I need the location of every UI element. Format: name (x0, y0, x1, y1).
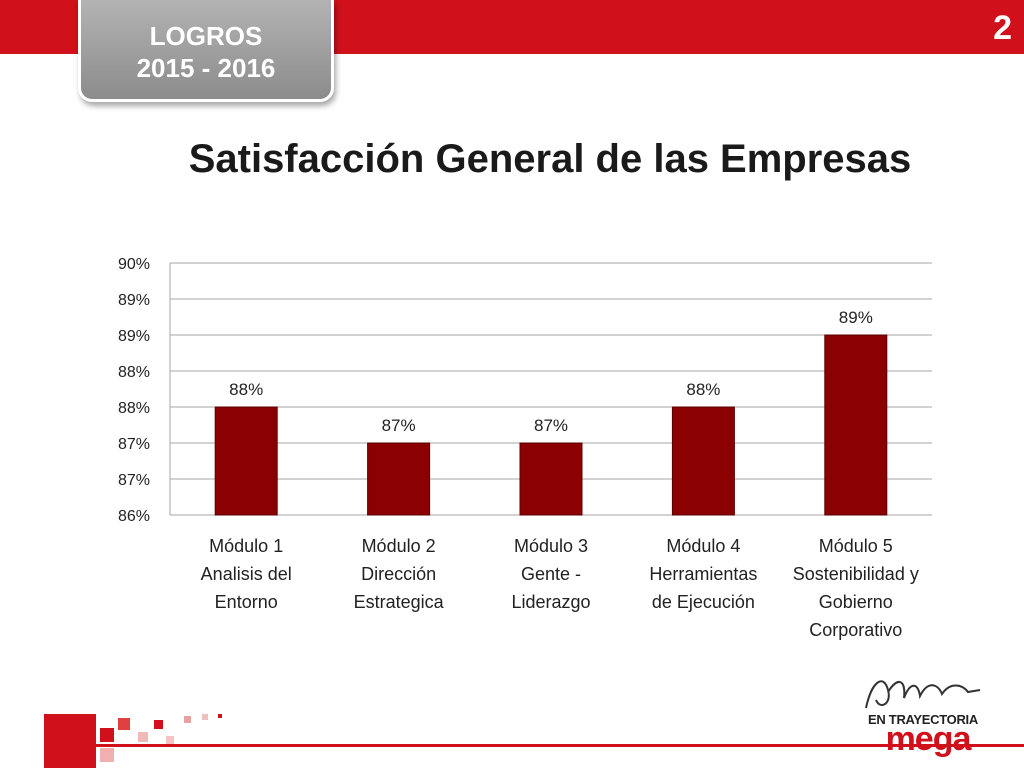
category-label: Módulo 4 Herramientas de Ejecución (649, 536, 757, 612)
bar (367, 442, 431, 516)
y-tick-label: 89% (118, 292, 150, 309)
bar (214, 406, 278, 516)
data-label: 87% (534, 416, 568, 435)
category-label-line: Entorno (215, 592, 278, 612)
category-label: Módulo 3 Gente - Liderazgo (511, 536, 590, 612)
deco-square (202, 714, 208, 720)
footer-rule (60, 744, 1024, 747)
category-label-line: Módulo 2 (362, 536, 436, 556)
category-label-line: Corporativo (809, 620, 902, 640)
bar (519, 442, 583, 516)
data-label: 87% (382, 416, 416, 435)
category-label: Módulo 5 Sostenibilidad y Gobierno Corporat… (793, 536, 919, 640)
chart-title: Satisfacción General de las Empresas (188, 137, 912, 181)
y-tick-label: 87% (118, 436, 150, 453)
deco-square (44, 714, 96, 768)
deco-square (118, 718, 130, 730)
data-label: 88% (229, 380, 263, 399)
slide-number: 2 (993, 9, 1012, 47)
logo-brand: mega (885, 720, 972, 758)
y-tick-label: 88% (118, 400, 150, 417)
category-label-line: Módulo 5 (819, 536, 893, 556)
category-label-line: Sostenibilidad y (793, 564, 919, 584)
category-label: Módulo 2 Dirección Estrategica (354, 536, 445, 612)
y-tick-label: 89% (118, 328, 150, 345)
y-tick-label: 88% (118, 364, 150, 381)
category-label-line: Gente - (521, 564, 581, 584)
category-label-line: Módulo 1 (209, 536, 283, 556)
category-label-line: Dirección (361, 564, 436, 584)
category-label-line: Módulo 4 (666, 536, 740, 556)
category-label: Módulo 1 Analisis del Entorno (201, 536, 292, 612)
category-label-line: Estrategica (354, 592, 445, 612)
y-tick-label: 87% (118, 472, 150, 489)
logo-subtitle: EN TRAYECTORIA (868, 712, 978, 727)
category-label-line: Gobierno (819, 592, 893, 612)
deco-square (166, 736, 174, 744)
mega-logo: EN TRAYECTORIA mega (858, 670, 988, 760)
y-tick-label: 86% (118, 508, 150, 525)
deco-square (218, 714, 222, 718)
data-label: 88% (686, 380, 720, 399)
logros-tab: LOGROS 2015 - 2016 (78, 0, 334, 102)
logros-tab-years: 2015 - 2016 (136, 53, 276, 83)
deco-square (138, 732, 148, 742)
bar (824, 334, 888, 516)
deco-square (100, 728, 114, 742)
category-label-line: Analisis del (201, 564, 292, 584)
category-label-line: Herramientas (649, 564, 757, 584)
decorative-squares (44, 714, 222, 768)
logo-script (865, 680, 981, 709)
category-label-line: Módulo 3 (514, 536, 588, 556)
y-tick-label: 90% (118, 256, 150, 273)
bar (671, 406, 735, 516)
category-label-line: de Ejecución (652, 592, 755, 612)
deco-square (100, 748, 114, 762)
deco-square (154, 720, 163, 729)
deco-square (184, 716, 191, 723)
category-label-line: Liderazgo (511, 592, 590, 612)
data-label: 89% (839, 308, 873, 327)
logros-tab-title: LOGROS (149, 21, 263, 51)
